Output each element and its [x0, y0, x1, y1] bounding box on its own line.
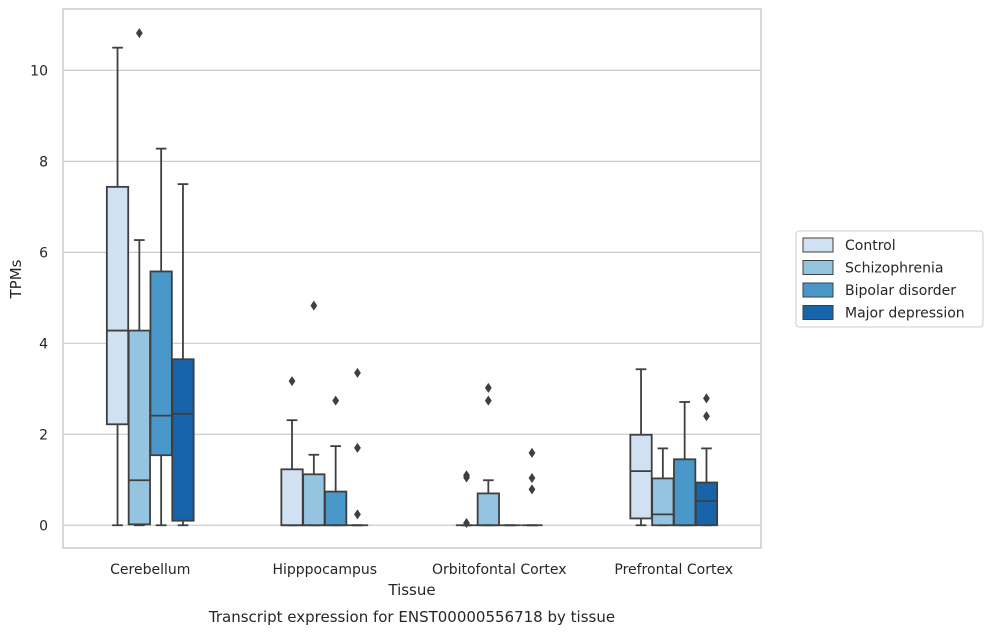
outlier-point — [332, 395, 340, 406]
legend-label: Control — [845, 238, 896, 254]
y-tick-label: 2 — [39, 427, 48, 443]
legend-swatch — [802, 260, 834, 275]
box — [629, 433, 653, 520]
box — [694, 481, 719, 527]
outlier-point — [528, 472, 536, 483]
legend-frame — [795, 230, 984, 328]
outlier-point — [354, 442, 361, 453]
box — [280, 468, 304, 527]
outlier-point — [354, 367, 361, 378]
legend-swatch — [802, 282, 834, 298]
figure-caption: Transcript expression for ENST0000055671… — [208, 608, 615, 626]
outlier-point — [354, 509, 361, 520]
series-control — [105, 46, 653, 528]
y-tick-label: 8 — [39, 154, 48, 170]
outlier-point — [703, 393, 710, 404]
outlier-point — [484, 395, 492, 406]
series-major-depression — [171, 183, 719, 527]
y-tick-labels: 0 2 4 6 8 10 — [30, 63, 48, 534]
outlier-point — [528, 447, 536, 458]
box — [149, 270, 173, 457]
box — [127, 329, 151, 526]
legend-label: Major depression — [845, 306, 965, 322]
x-tick-label: Orbitofontal Cortex — [432, 562, 567, 578]
outlier-point — [135, 28, 143, 39]
box — [171, 358, 195, 522]
legend-label: Bipolar disorder — [845, 283, 956, 299]
y-tick-label: 4 — [39, 336, 48, 352]
box-series-group — [105, 28, 719, 528]
x-axis-label: Tissue — [387, 581, 435, 599]
box — [324, 490, 348, 527]
x-tick-labels: Cerebellum Hipppocampus Orbitofontal Corte… — [110, 562, 733, 578]
box — [105, 185, 130, 426]
box — [673, 458, 697, 527]
legend: Control Schizophrenia Bipolar disorder Majo… — [795, 230, 984, 328]
box — [476, 492, 500, 527]
outlier-point — [463, 517, 470, 528]
legend-swatch — [802, 305, 834, 320]
box — [651, 477, 675, 527]
box — [302, 473, 326, 527]
plot-frame — [62, 8, 762, 549]
x-tick-label: Cerebellum — [110, 562, 190, 578]
legend-swatch — [802, 237, 834, 253]
y-tick-label: 10 — [30, 63, 48, 79]
x-tick-label: Hipppocampus — [272, 562, 377, 578]
series-bipolar-disorder — [149, 147, 697, 527]
x-tick-label: Prefrontal Cortex — [614, 562, 733, 578]
outlier-point — [484, 382, 492, 393]
outlier-point — [703, 411, 710, 422]
outlier-point — [310, 300, 318, 311]
outlier-point — [288, 376, 296, 387]
y-tick-label: 6 — [39, 245, 48, 261]
outlier-point — [528, 484, 536, 495]
y-axis-label: TPMs — [7, 259, 25, 299]
legend-label: Schizophrenia — [845, 261, 943, 277]
outlier-point — [463, 470, 470, 481]
y-tick-label: 0 — [39, 518, 48, 534]
series-schizophrenia — [127, 28, 675, 527]
